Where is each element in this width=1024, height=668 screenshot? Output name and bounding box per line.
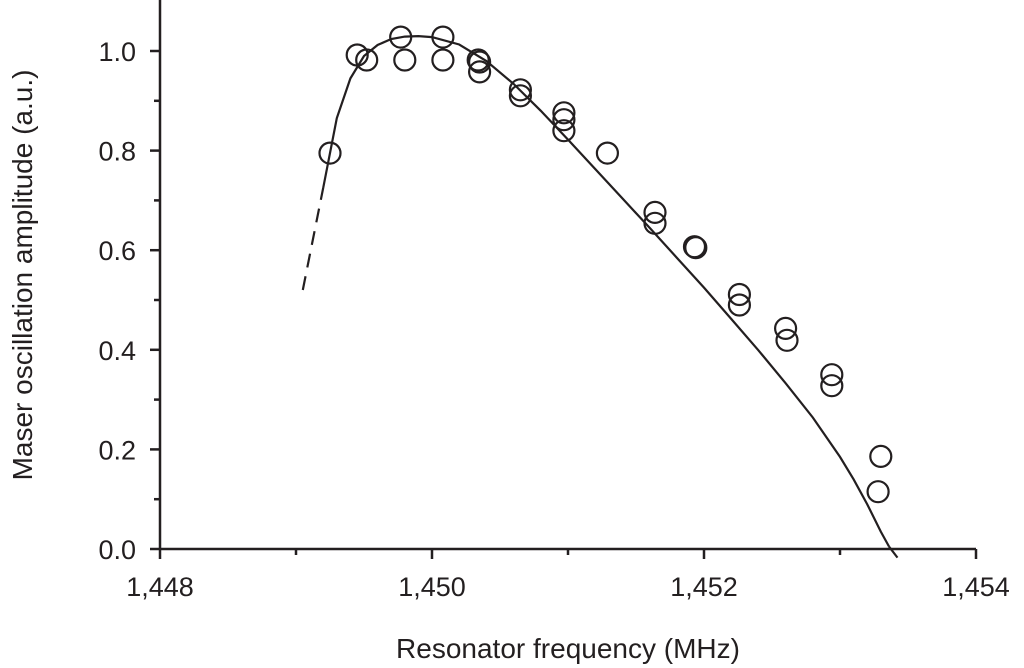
data-point-circle xyxy=(643,200,667,224)
x-tick-label: 1,452 xyxy=(670,572,738,602)
data-point-circle xyxy=(727,282,752,307)
y-tick-label: 1.0 xyxy=(98,37,136,67)
y-tick-label: 0.4 xyxy=(98,336,136,366)
x-tick-label: 1,454 xyxy=(942,572,1010,602)
data-point-circle xyxy=(552,108,576,132)
data-point-circle xyxy=(869,444,893,468)
fit-curve-dashed-extension xyxy=(888,545,900,560)
data-point-circle xyxy=(508,84,533,108)
axes xyxy=(158,0,976,551)
x-ticks: 1,448 1,450 1,452 1,454 xyxy=(126,549,1010,602)
data-point-circle xyxy=(389,25,413,49)
x-tick-label: 1,450 xyxy=(398,572,466,602)
data-point-circle xyxy=(468,50,492,74)
data-point-circle xyxy=(355,48,379,72)
data-point-circle xyxy=(393,48,417,72)
data-point-circle xyxy=(431,25,455,49)
data-point-circle xyxy=(775,328,799,352)
y-tick-label: 0.2 xyxy=(98,435,136,465)
data-point-circle xyxy=(552,101,576,125)
data-points xyxy=(318,25,893,504)
data-point-circle xyxy=(466,48,490,72)
data-point-circle xyxy=(468,60,492,84)
y-tick-label: 0.0 xyxy=(98,535,136,565)
data-point-circle xyxy=(684,236,708,260)
x-tick-label: 1,448 xyxy=(126,572,194,602)
data-point-circle xyxy=(508,78,533,102)
y-tick-label: 0.8 xyxy=(98,137,136,167)
data-point-circle xyxy=(820,374,844,398)
y-axis-label: Maser oscillation amplitude (a.u.) xyxy=(7,70,38,481)
y-tick-label: 0.6 xyxy=(98,236,136,266)
data-point-circle xyxy=(318,141,342,165)
fit-curves xyxy=(301,34,900,560)
data-point-circle xyxy=(820,363,844,387)
data-point-circle xyxy=(773,316,798,340)
data-point-circle xyxy=(431,48,455,72)
fit-curve xyxy=(322,34,890,548)
y-ticks: 0.0 0.2 0.4 0.6 0.8 1.0 xyxy=(98,37,160,565)
data-point-circle xyxy=(866,480,890,504)
data-point-circle xyxy=(552,119,576,143)
data-point-circle xyxy=(595,141,620,165)
x-axis-label: Resonator frequency (MHz) xyxy=(396,633,740,664)
data-point-circle xyxy=(727,293,752,317)
data-point-circle xyxy=(643,211,667,235)
fit-curve-dashed-extension xyxy=(301,187,325,291)
